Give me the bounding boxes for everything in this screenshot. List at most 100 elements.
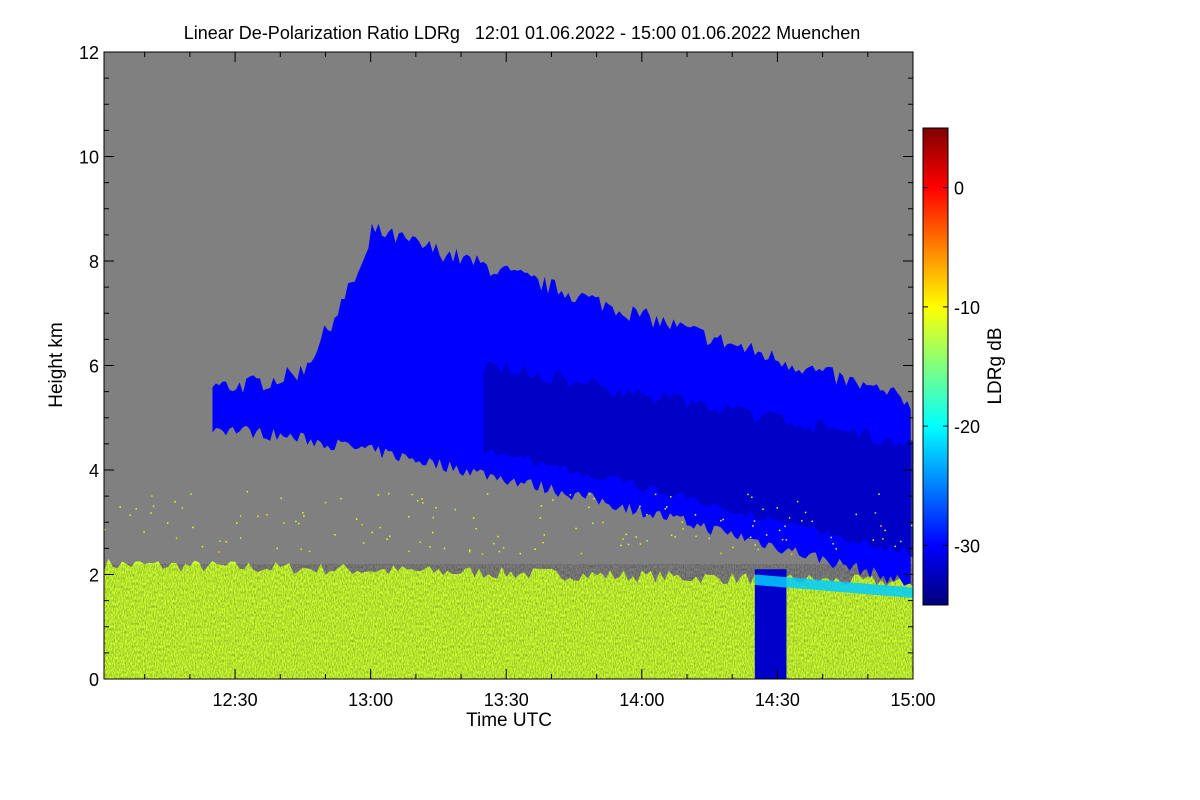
noise-speck (552, 499, 554, 501)
noise-speck (900, 540, 902, 543)
noise-speck (219, 540, 221, 542)
noise-speck (542, 541, 544, 544)
noise-speck (765, 534, 768, 536)
noise-speck (762, 508, 764, 510)
x-tick-label: 14:00 (619, 690, 664, 710)
noise-speck (283, 522, 285, 524)
precipitation-shaft (754, 569, 787, 679)
noise-speck (880, 525, 882, 527)
noise-speck (682, 528, 684, 530)
noise-speck (475, 527, 477, 530)
noise-speck (751, 496, 753, 498)
x-tick-label: 14:30 (755, 690, 800, 710)
x-axis-title: Time UTC (466, 710, 552, 731)
noise-speck (181, 507, 184, 509)
noise-speck (119, 506, 121, 508)
noise-speck (303, 515, 305, 517)
noise-speck (362, 542, 365, 544)
noise-speck (469, 549, 471, 551)
melting-layer (754, 574, 913, 598)
noise-speck (236, 522, 238, 524)
noise-speck (569, 494, 572, 496)
noise-speck (218, 551, 220, 553)
noise-speck (878, 493, 880, 495)
noise-speck (151, 495, 153, 497)
y-tick-label: 12 (79, 43, 99, 63)
noise-speck (588, 493, 591, 495)
x-tick-label: 12:30 (213, 690, 258, 710)
noise-speck (539, 517, 542, 519)
noise-speck (334, 534, 336, 536)
noise-speck (708, 537, 710, 540)
noise-speck (592, 522, 594, 524)
noise-speck (622, 538, 624, 540)
noise-speck (421, 498, 423, 500)
noise-speck (639, 543, 642, 545)
noise-speck (190, 493, 192, 495)
noise-speck (379, 526, 381, 529)
noise-speck (534, 548, 536, 550)
noise-speck (266, 514, 268, 516)
colorbar-tick-label: -10 (954, 298, 980, 318)
noise-speck (388, 492, 390, 495)
noise-speck (377, 494, 379, 496)
noise-speck (855, 513, 857, 516)
noise-speck (225, 541, 227, 543)
noise-speck (175, 537, 178, 539)
y-axis: 0 2 4 6 8 10 12 (79, 43, 913, 690)
noise-speck (239, 537, 242, 539)
noise-speck (776, 507, 778, 509)
noise-speck (664, 508, 667, 510)
noise-speck (790, 553, 793, 555)
y-axis-title: Height km (46, 322, 67, 408)
noise-speck (602, 521, 604, 524)
noise-speck (408, 516, 410, 518)
noise-speck (280, 497, 282, 499)
noise-speck (432, 516, 434, 519)
x-tick-label: 15:00 (890, 690, 935, 710)
noise-speck (355, 518, 358, 520)
noise-speck (785, 539, 788, 541)
noise-speck (486, 493, 489, 495)
noise-speck (753, 520, 756, 522)
noise-speck (295, 520, 297, 523)
noise-speck (635, 536, 637, 538)
noise-speck (308, 550, 311, 553)
noise-speck (302, 512, 304, 514)
noise-speck (498, 550, 501, 553)
noise-artifacts (104, 491, 913, 555)
noise-speck (543, 534, 545, 536)
noise-speck (754, 544, 756, 546)
noise-speck (796, 500, 799, 503)
noise-speck (580, 552, 583, 555)
noise-speck (910, 524, 913, 527)
noise-speck (481, 553, 484, 555)
noise-speck (747, 493, 749, 496)
noise-speck (732, 546, 734, 549)
noise-speck (593, 497, 595, 500)
noise-speck (435, 507, 437, 509)
noise-speck (646, 514, 648, 516)
noise-speck (493, 542, 495, 545)
noise-speck (135, 508, 137, 510)
colorbar-scale (922, 127, 949, 606)
noise-speck (627, 543, 630, 546)
noise-speck (788, 517, 791, 519)
colorbar-tick-label: 0 (954, 179, 964, 199)
noise-speck (695, 535, 697, 538)
y-tick-label: 0 (89, 670, 99, 690)
noise-speck (143, 531, 145, 533)
noise-speck (340, 497, 342, 500)
plot-area (104, 52, 913, 679)
noise-speck (422, 502, 424, 504)
noise-speck (386, 538, 388, 540)
colorbar: 0 -10 -20 -30 LDRg dB (922, 127, 1006, 606)
noise-speck (239, 515, 242, 517)
noise-speck (670, 534, 673, 536)
noise-speck (781, 538, 784, 541)
noise-speck (811, 520, 813, 523)
noise-speck (443, 547, 446, 550)
noise-speck (620, 544, 622, 547)
x-tick-label: 13:00 (348, 690, 393, 710)
noise-speck (757, 548, 759, 551)
